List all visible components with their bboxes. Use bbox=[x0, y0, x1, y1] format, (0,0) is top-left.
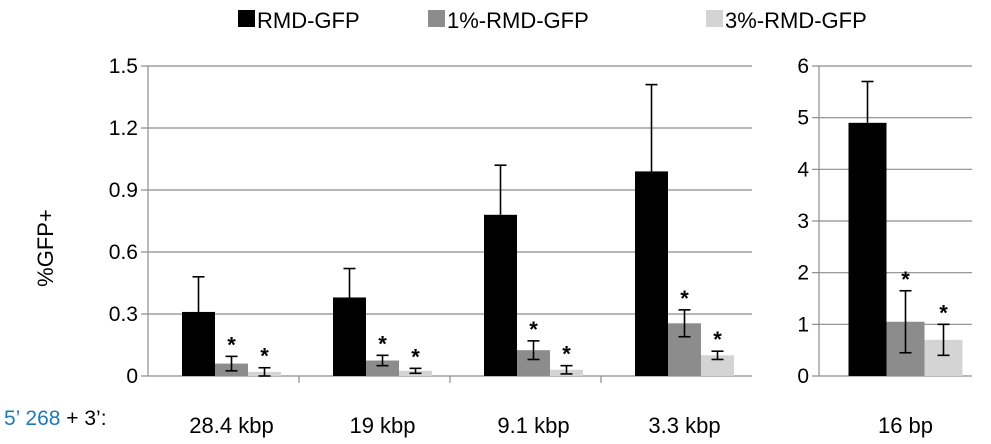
x-category-label: 9.1 kbp bbox=[497, 413, 569, 438]
significance-star: * bbox=[901, 267, 910, 292]
legend-label-3: 3%-RMD-GFP bbox=[725, 8, 867, 33]
chart-panel-right: 0 1 2 3 4 5 6 * * 16 bp bbox=[797, 55, 972, 438]
legend-swatch-1 bbox=[238, 10, 255, 27]
row-label-part1: 5’ 268 bbox=[4, 407, 60, 430]
category-row-label: 5’ 268 + 3’: bbox=[4, 407, 107, 430]
row-label-part2: + 3’: bbox=[60, 407, 106, 430]
significance-star: * bbox=[227, 332, 236, 357]
significance-star: * bbox=[529, 317, 538, 342]
y-tick-label: 5 bbox=[797, 107, 809, 130]
significance-star: * bbox=[378, 331, 387, 356]
y-tick-label: 1.2 bbox=[109, 117, 138, 140]
x-category-label: 19 kbp bbox=[349, 413, 415, 438]
significance-star: * bbox=[411, 344, 420, 369]
y-tick-label: 4 bbox=[797, 158, 809, 181]
legend-swatch-2 bbox=[428, 10, 445, 27]
significance-star: * bbox=[713, 327, 722, 352]
bar bbox=[635, 171, 668, 376]
y-tick-label: 0.6 bbox=[109, 241, 138, 264]
y-axis-label: %GFP+ bbox=[33, 209, 58, 287]
legend-label-2: 1%-RMD-GFP bbox=[447, 8, 589, 33]
bar bbox=[484, 214, 517, 376]
bar bbox=[701, 355, 734, 376]
legend-swatch-3 bbox=[706, 10, 723, 27]
y-tick-label: 1.5 bbox=[109, 55, 138, 78]
y-tick-label: 0.9 bbox=[109, 179, 138, 202]
bar bbox=[848, 122, 887, 376]
legend: RMD-GFP 1%-RMD-GFP 3%-RMD-GFP bbox=[238, 8, 867, 33]
bar bbox=[182, 311, 215, 376]
significance-star: * bbox=[939, 300, 948, 325]
significance-star: * bbox=[260, 344, 269, 369]
significance-star: * bbox=[562, 342, 571, 367]
bar bbox=[366, 360, 399, 376]
y-tick-label: 2 bbox=[797, 262, 809, 285]
bar bbox=[333, 297, 366, 376]
significance-star: * bbox=[680, 286, 689, 311]
y-tick-label: 6 bbox=[797, 55, 809, 78]
y-tick-label: 0.3 bbox=[109, 303, 138, 326]
y-tick-label: 0 bbox=[797, 365, 809, 388]
y-tick-label: 3 bbox=[797, 210, 809, 233]
x-category-label: 3.3 kbp bbox=[648, 413, 720, 438]
x-category-label: 16 bp bbox=[878, 413, 933, 438]
chart-panel-left: 0 0.3 0.6 0.9 1.2 1.5 * * 28.4 kbp * * 19 kbp * * 9.1 … bbox=[109, 55, 752, 438]
y-tick-label: 1 bbox=[797, 313, 809, 336]
legend-label-1: RMD-GFP bbox=[257, 8, 360, 33]
y-tick-label: 0 bbox=[126, 365, 138, 388]
x-category-label: 28.4 kbp bbox=[189, 413, 273, 438]
